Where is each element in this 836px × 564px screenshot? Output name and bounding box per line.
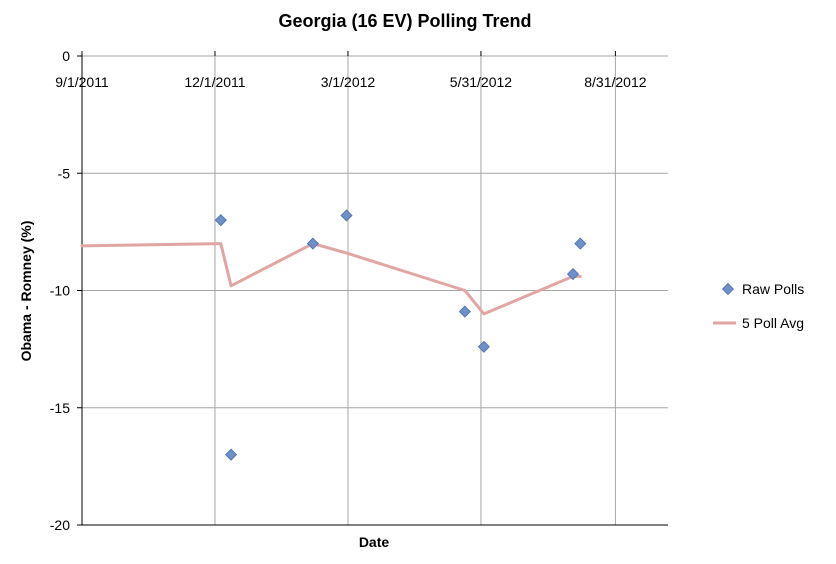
raw-poll-point [566, 268, 580, 281]
x-axis-title: Date [359, 534, 390, 550]
avg-line-layer [80, 242, 582, 316]
legend-raw-polls-label: Raw Polls [742, 281, 804, 297]
y-axis-title: Obama - Romney (%) [18, 221, 34, 362]
x-tick-label: 9/1/2011 [55, 74, 109, 90]
raw-poll-point [458, 305, 471, 318]
raw-polls-layer [214, 209, 587, 461]
y-tick-label: -20 [50, 517, 70, 533]
legend-avg-label: 5 Poll Avg [742, 315, 804, 331]
y-tick-label: -5 [58, 165, 71, 181]
x-tick-label: 12/1/2011 [184, 74, 245, 90]
legend-raw-polls-marker [721, 282, 735, 296]
legend: Raw Polls 5 Poll Avg [713, 281, 804, 331]
x-tick-label: 3/1/2012 [321, 74, 376, 90]
y-tick-label: -15 [50, 400, 70, 416]
y-tick-label: -10 [50, 283, 70, 299]
raw-poll-point [574, 237, 587, 250]
y-tick-label: 0 [62, 48, 70, 64]
grid-layer [77, 51, 668, 526]
chart-title: Georgia (16 EV) Polling Trend [278, 11, 531, 31]
raw-poll-point [306, 237, 319, 250]
raw-poll-point [477, 340, 490, 353]
raw-poll-point [340, 209, 353, 222]
avg-line-series [80, 242, 582, 316]
tick-labels-layer: 0 -5 -10 -15 -20 9/1/2011 12/1/2011 3/1/2012 5/3… [50, 48, 647, 533]
raw-poll-point [214, 214, 227, 227]
raw-poll-point [224, 448, 238, 461]
x-tick-label: 8/31/2012 [584, 74, 646, 90]
x-tick-label: 5/31/2012 [450, 74, 512, 90]
